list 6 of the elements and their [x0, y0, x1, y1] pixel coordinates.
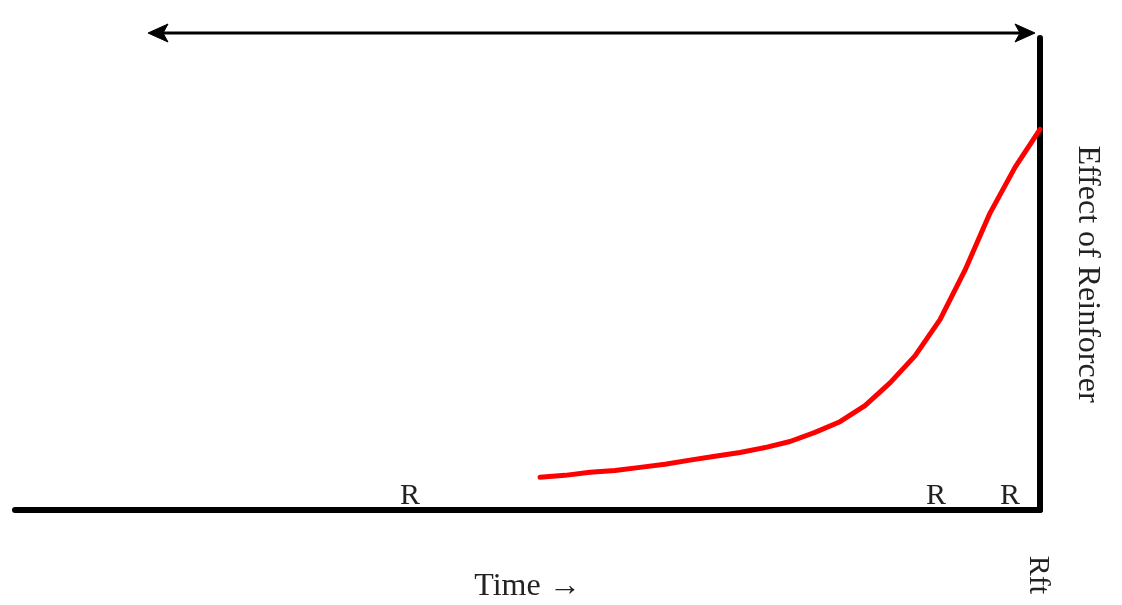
y-axis-title: Effect of Reinforcer [1072, 145, 1108, 403]
text: Rft [1023, 555, 1057, 595]
annotation: R [999, 476, 1021, 510]
x-axis-title: Time → [474, 566, 581, 602]
annotation: R [925, 476, 947, 510]
annotation: R [399, 476, 421, 510]
